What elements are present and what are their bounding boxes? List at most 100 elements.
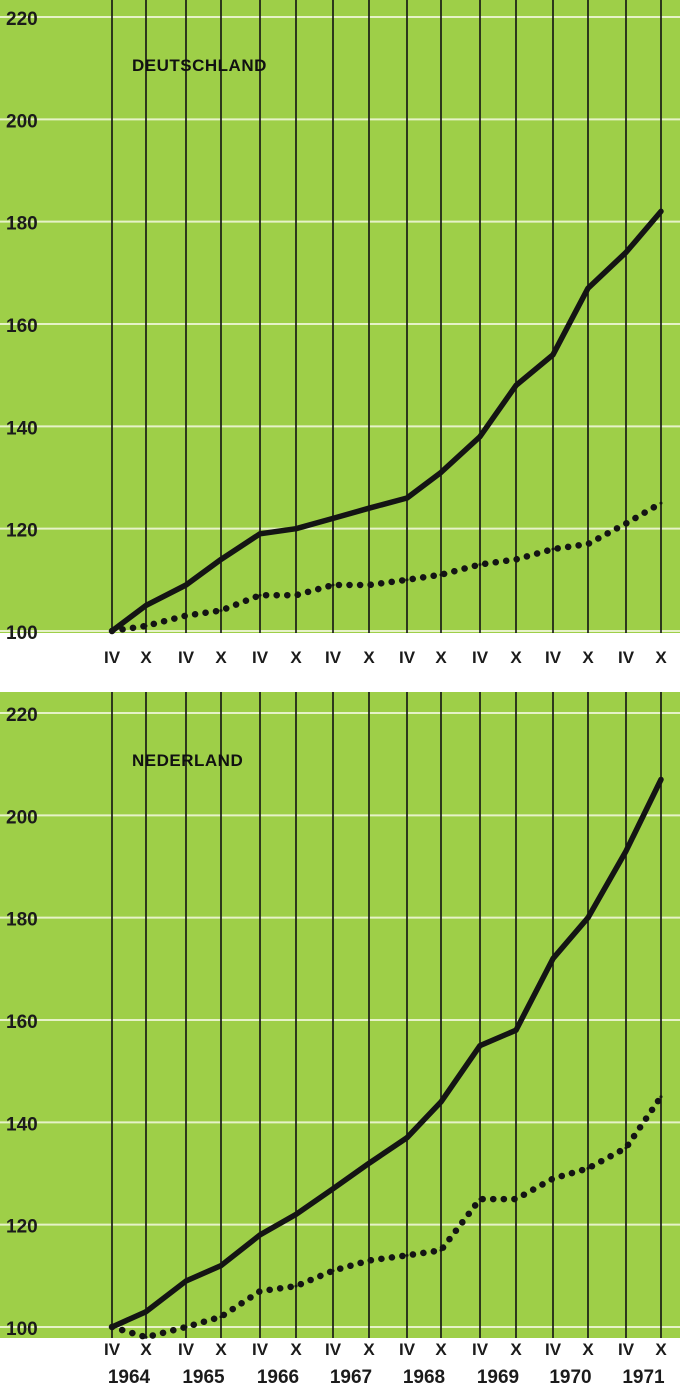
data-point — [258, 1289, 262, 1293]
x-tick-label: X — [510, 1340, 522, 1359]
data-point — [514, 557, 518, 561]
y-tick-label: 180 — [6, 214, 38, 235]
y-tick-label: 160 — [6, 1012, 38, 1033]
data-point — [514, 1028, 518, 1032]
series-line-solid — [109, 776, 664, 1330]
plot-background — [0, 692, 680, 1338]
panel-nederland: NEDERLAND 100 120 140 160 180 200 220 IV X IV X IV X… — [0, 692, 680, 1388]
x-tick-label: X — [435, 1340, 447, 1359]
data-point — [258, 1233, 262, 1237]
y-tick-label: 100 — [6, 623, 38, 644]
series-line-solid — [109, 208, 664, 634]
data-point — [586, 916, 590, 920]
x-group-label: 1970 — [549, 1367, 591, 1388]
x-tick-label: IV — [618, 648, 635, 667]
x-tick-label: X — [215, 648, 227, 667]
x-group-label: 1967 — [330, 1367, 372, 1388]
data-point — [405, 1136, 409, 1140]
x-tick-label: X — [140, 648, 152, 667]
x-tick-label: X — [582, 1340, 594, 1359]
data-point — [294, 1284, 298, 1288]
x-tick-label: IV — [325, 648, 342, 667]
x-group-label: 1971 — [622, 1367, 665, 1388]
x-tick-label: IV — [104, 1340, 121, 1359]
data-point — [144, 603, 148, 607]
data-point — [551, 353, 555, 357]
data-point — [144, 1335, 148, 1339]
x-tick-label: X — [655, 648, 667, 667]
data-point — [586, 286, 590, 290]
data-point — [294, 593, 298, 597]
data-point — [367, 1259, 371, 1262]
x-tick-label: X — [363, 648, 375, 667]
data-point — [478, 1044, 482, 1048]
data-point — [478, 435, 482, 439]
data-point — [439, 573, 443, 577]
x-tick-label: X — [582, 648, 594, 667]
x-group-label: 1964 — [108, 1367, 151, 1388]
x-tick-label: IV — [618, 1340, 635, 1359]
data-point — [514, 1197, 518, 1201]
x-tick-label: IV — [399, 648, 416, 667]
data-point — [405, 496, 409, 500]
x-tick-label: IV — [545, 648, 562, 667]
data-point — [659, 1095, 663, 1099]
data-point — [367, 1161, 371, 1165]
y-tick-label: 120 — [6, 1217, 38, 1238]
data-point — [258, 532, 262, 536]
data-point — [258, 593, 262, 597]
data-point — [367, 506, 371, 510]
data-point — [586, 542, 590, 546]
x-tick-label: X — [215, 1340, 227, 1359]
data-point — [439, 1248, 443, 1252]
x-tick-label: IV — [325, 1340, 342, 1359]
data-point — [659, 501, 663, 505]
data-point — [514, 383, 518, 387]
data-point — [405, 578, 409, 582]
x-tick-label: IV — [399, 1340, 416, 1359]
data-point — [331, 1269, 335, 1273]
data-point — [624, 522, 628, 525]
x-tick-label: X — [290, 1340, 302, 1359]
data-point — [367, 583, 371, 587]
x-tick-label: X — [510, 648, 522, 667]
data-point — [405, 1253, 409, 1257]
data-point — [439, 1100, 443, 1104]
y-tick-label: 140 — [6, 418, 38, 439]
x-tick-label: IV — [472, 648, 489, 667]
y-tick-label: 160 — [6, 316, 38, 337]
x-tick-label: X — [435, 648, 447, 667]
data-point — [184, 583, 188, 587]
data-point — [331, 1187, 335, 1191]
x-tick-label: IV — [178, 648, 195, 667]
data-point — [144, 1310, 148, 1314]
data-point — [219, 1315, 223, 1319]
x-tick-label: IV — [472, 1340, 489, 1359]
data-point — [184, 1279, 188, 1283]
data-point — [219, 1264, 223, 1268]
y-tick-label: 220 — [6, 9, 38, 30]
plot-background — [0, 0, 680, 633]
data-point — [439, 470, 443, 474]
data-point — [624, 849, 628, 853]
y-tick-label: 200 — [6, 111, 38, 132]
panel-title-deutschland: DEUTSCHLAND — [132, 56, 267, 75]
data-point — [331, 583, 335, 587]
data-point — [478, 1197, 482, 1201]
y-tick-label: 100 — [6, 1319, 38, 1340]
panel-title-nederland: NEDERLAND — [132, 751, 243, 770]
x-tick-label: IV — [178, 1340, 195, 1359]
y-tick-label: 200 — [6, 807, 38, 828]
y-tick-label: 120 — [6, 521, 38, 542]
data-point — [331, 516, 335, 520]
x-tick-label: IV — [545, 1340, 562, 1359]
y-tick-label: 140 — [6, 1114, 38, 1135]
series-line-dotted — [108, 1093, 665, 1341]
series-line-dotted — [108, 499, 665, 635]
y-tick-label: 180 — [6, 910, 38, 931]
x-tick-label: X — [140, 1340, 152, 1359]
x-tick-label: X — [290, 648, 302, 667]
data-point — [110, 1325, 114, 1329]
